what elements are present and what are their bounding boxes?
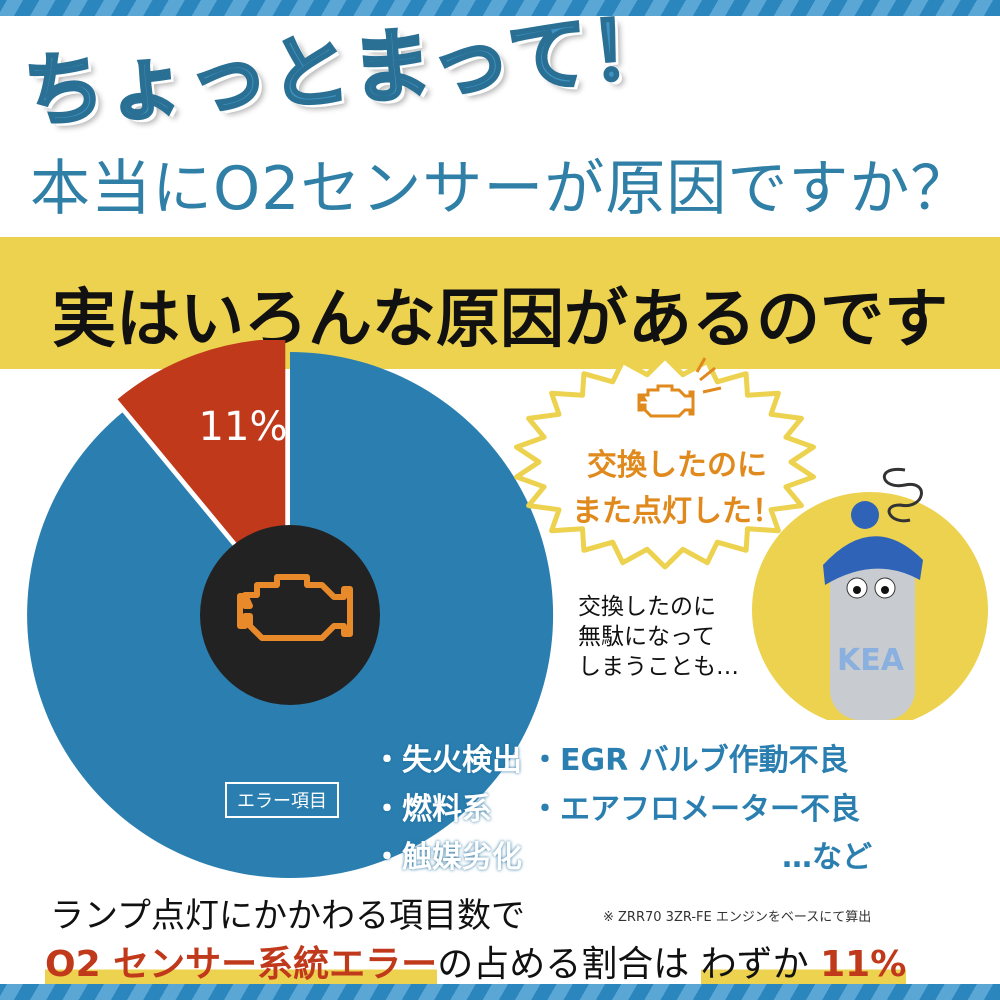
bottom-stripe	[0, 984, 1000, 1000]
bubble-line-2: また点灯した！	[572, 494, 782, 529]
bottom-wazuka: わずか	[700, 944, 809, 985]
center-circle	[200, 525, 380, 705]
percent-highlight: 11%	[820, 944, 907, 985]
item-catalyst: ・触媒劣化	[372, 840, 522, 875]
item-etc: …など	[782, 840, 872, 875]
pie-slice-highlight	[117, 340, 286, 602]
item-airflow: ・エアフロメーター不良	[530, 792, 860, 827]
top-stripe	[0, 0, 1000, 16]
yellow-band	[0, 237, 1000, 369]
bottom-line-1: ランプ点灯にかかわる項目数で	[50, 896, 525, 936]
engine-icon	[237, 574, 353, 641]
highlight-label: 11%	[199, 404, 288, 450]
speech-burst	[514, 354, 816, 570]
band-text: 実はいろんな原因があるのです	[52, 283, 948, 357]
character-illustration: KEA	[752, 467, 988, 720]
svg-text:KEA: KEA	[837, 643, 905, 678]
bottom-mid-text: の占める割合は	[437, 944, 690, 985]
question-headline: 本当にO2センサーが原因ですか？	[30, 154, 972, 224]
catch-headline: ちょっとまって！	[20, 0, 677, 141]
footnote: ※ ZRR70 3ZR-FE エンジンをベースにて算出	[603, 910, 872, 925]
bubble-text: 交換したのに また点灯した！	[572, 443, 782, 535]
engine-warning-icon	[637, 357, 722, 418]
waste-note: 交換したのに 無駄になって しまうことも…	[578, 592, 739, 682]
item-fuel: ・燃料系	[372, 792, 492, 827]
item-egr: ・EGR バルブ作動不良	[530, 743, 849, 778]
error-items-label: エラー項目	[225, 782, 339, 818]
donut-chart: 11%	[27, 340, 554, 878]
note-line-3: しまうことも…	[578, 654, 739, 680]
item-misfire: ・失火検出	[372, 743, 522, 778]
bottom-line-2: O2 センサー系統エラーの占める割合は わずか 11%	[45, 935, 907, 987]
note-line-1: 交換したのに	[578, 594, 716, 620]
bubble-line-1: 交換したのに	[587, 448, 767, 483]
o2-error-highlight: O2 センサー系統エラー	[45, 944, 438, 985]
note-line-2: 無駄になって	[578, 624, 715, 650]
